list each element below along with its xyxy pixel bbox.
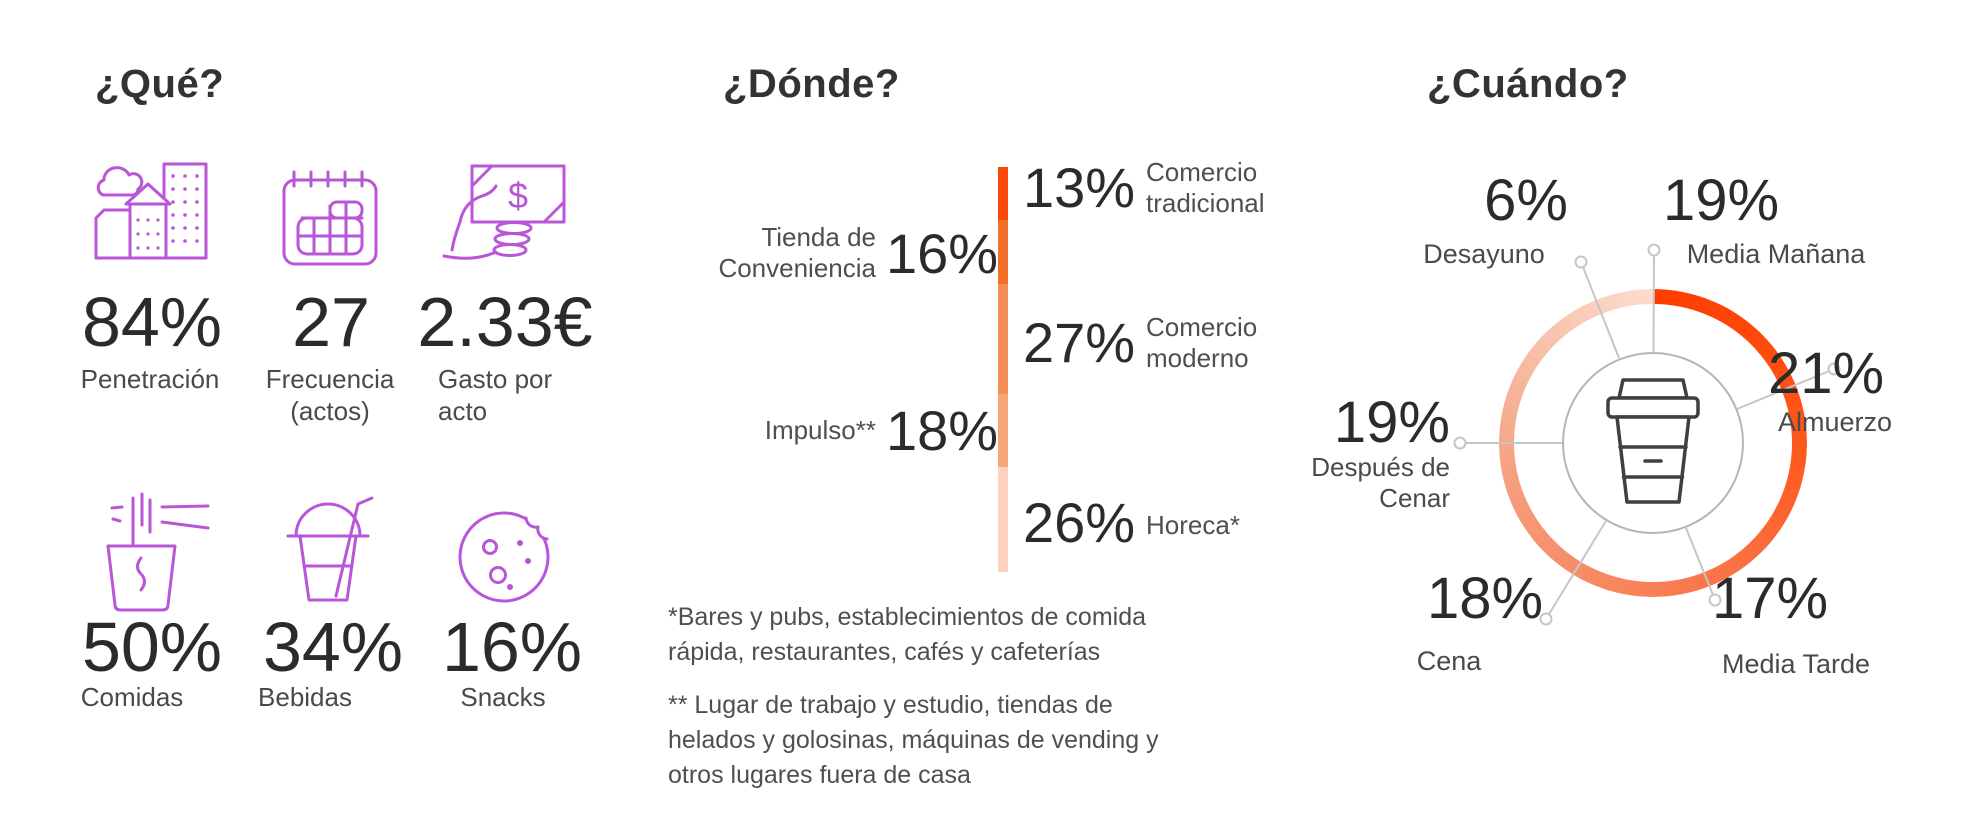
section-title-donde: ¿Dónde? (723, 62, 900, 106)
moment-value: 21% (1767, 341, 1885, 406)
bar-value: 18% (886, 399, 999, 462)
bar-label: Impulso** (764, 415, 876, 445)
moment-value: 19% (1333, 390, 1450, 455)
drink-cup-icon (286, 496, 374, 602)
coffee-cup-icon (1606, 378, 1700, 504)
bar-label: Tienda de Conveniencia (718, 222, 876, 284)
footnote-horeca: *Bares y pubs, establecimientos de comid… (668, 603, 1147, 666)
bar-segment (998, 219, 1008, 285)
money-hand-icon: $ (442, 164, 566, 260)
stat-label: Comidas (80, 682, 184, 712)
bar-value: 26% (1023, 491, 1136, 554)
section-title-que: ¿Qué? (95, 62, 225, 106)
moment-label: Después de Cenar (1311, 452, 1450, 514)
stat-label: Gasto por acto (438, 364, 553, 426)
moment-label: Cena (1416, 646, 1482, 676)
stat-label: Snacks (460, 682, 546, 712)
svg-text:$: $ (508, 175, 528, 216)
section-title-cuando: ¿Cuándo? (1427, 62, 1629, 106)
moment-label: Media Mañana (1686, 239, 1866, 269)
bar-label: Comercio tradicional (1146, 157, 1265, 219)
stat-value: 16% (441, 608, 583, 686)
bar-value: 27% (1023, 311, 1136, 374)
stat-value: 2.33€ (417, 283, 593, 361)
noodle-cup-icon (106, 492, 210, 612)
moment-value: 17% (1711, 566, 1829, 631)
moment-label: Desayuno (1423, 239, 1545, 269)
bar-segment (998, 167, 1008, 220)
bar-label: Comercio moderno (1146, 312, 1258, 374)
stat-label: Frecuencia (actos) (265, 364, 395, 426)
moment-label: Almuerzo (1777, 407, 1893, 437)
stacked-bar (998, 167, 1008, 572)
moment-value: 19% (1662, 168, 1780, 233)
moment-label: Media Tarde (1721, 649, 1871, 679)
bar-segment (998, 466, 1008, 572)
cookie-icon (458, 503, 560, 603)
stat-value: 50% (81, 608, 223, 686)
moment-value: 6% (1484, 168, 1568, 233)
stat-label: Penetración (80, 364, 220, 394)
leader-lines (1453, 243, 1841, 626)
moment-despues-de-cenar: 19% Después de Cenar (1311, 394, 1450, 514)
stat-value: 84% (81, 283, 223, 361)
stat-value: 34% (262, 608, 404, 686)
bar-segment (998, 393, 1008, 467)
bar-label: Horeca* (1146, 510, 1240, 540)
stat-label: Bebidas (258, 682, 352, 712)
bar-value: 16% (886, 222, 999, 285)
city-icon (94, 162, 208, 260)
moment-value: 18% (1426, 566, 1544, 631)
stat-value: 27 (292, 283, 370, 361)
footnote-impulso: ** Lugar de trabajo y estudio, tiendas d… (668, 691, 1159, 789)
bar-segment (998, 284, 1008, 394)
calendar-icon (282, 170, 378, 266)
bar-value: 13% (1023, 156, 1136, 219)
